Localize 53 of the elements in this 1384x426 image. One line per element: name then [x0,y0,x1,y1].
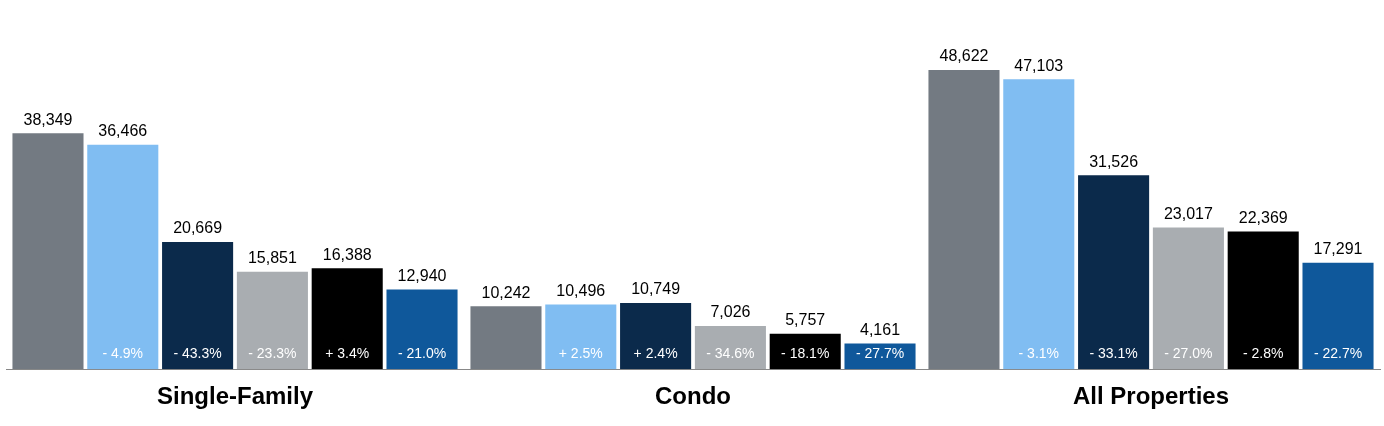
x-tick-label: All Properties [1072,382,1230,410]
bar [12,133,84,370]
bar [928,70,1000,370]
bar [162,242,234,370]
x-tick-label: Single-Family [156,382,314,410]
bar [386,289,458,370]
data-label: 38,349 [23,110,73,128]
annotation: - 23.3% [248,345,297,362]
annotation: - 43.3% [173,345,222,362]
annotation: - 4.9% [102,345,144,362]
data-label: 10,749 [631,280,681,298]
bar [87,144,159,370]
annotation: - 33.1% [1089,345,1138,362]
annotation: + 2.4% [633,345,678,362]
data-label: 17,291 [1313,240,1363,258]
data-label: 15,851 [247,249,297,267]
bar [236,271,308,370]
data-label: 48,622 [939,47,989,65]
annotation: - 18.1% [781,345,830,362]
data-label: 5,757 [785,311,826,329]
bar [1302,262,1374,370]
data-label: 31,526 [1089,152,1139,170]
bar [694,325,766,370]
bar [1152,227,1224,370]
data-label: 47,103 [1014,56,1064,74]
bar [1227,231,1299,370]
x-tick-label: Condo [655,382,731,410]
annotation: - 22.7% [1313,345,1363,362]
data-label: 20,669 [173,219,223,237]
data-label: 10,496 [556,282,606,300]
annotation: - 27.7% [855,345,905,362]
bar [545,304,617,370]
data-label: 10,242 [481,283,531,301]
data-label: 4,161 [859,321,901,338]
bar [311,268,383,370]
data-label: 12,940 [397,266,447,284]
annotation: + 3.4% [325,345,370,362]
bar [470,306,542,370]
bar [769,333,841,370]
bar [1078,175,1150,370]
annotation: + 2.5% [558,345,603,362]
annotation: - 2.8% [1242,345,1284,362]
data-label: 7,026 [710,303,751,321]
bar [620,303,692,370]
bar [1003,79,1075,370]
annotation: - 21.0% [397,345,447,362]
data-label: 16,388 [322,245,372,263]
data-label: 23,017 [1163,204,1213,222]
annotation: - 34.6% [706,345,755,362]
data-label: 22,369 [1238,208,1288,226]
annotation: - 27.0% [1164,345,1213,362]
annotation: - 3.1% [1018,345,1060,362]
data-label: 36,466 [98,122,148,140]
